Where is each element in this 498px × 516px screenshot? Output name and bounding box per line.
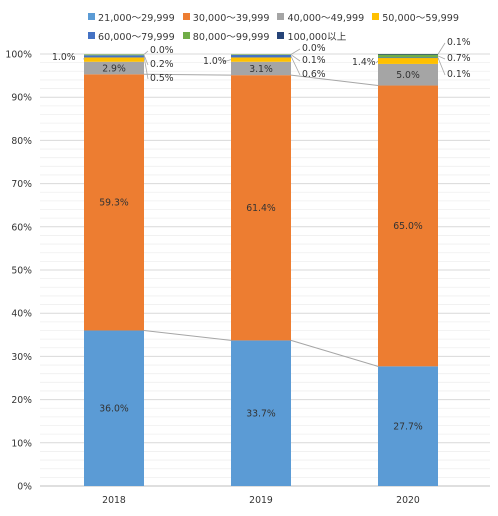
bar-segment xyxy=(84,55,144,58)
data-label: 36.0% xyxy=(99,404,129,415)
data-label: 0.2% xyxy=(150,59,174,70)
y-tick-label: 10% xyxy=(11,438,32,449)
bar-segment xyxy=(84,330,144,486)
legend-swatch xyxy=(88,32,95,39)
leader-line xyxy=(143,56,149,80)
x-tick-label: 2019 xyxy=(249,495,273,506)
bar-segment xyxy=(378,57,438,64)
series-line xyxy=(143,329,232,341)
leader-line xyxy=(143,54,149,66)
bar-segment xyxy=(231,75,291,341)
x-tick-label: 2018 xyxy=(102,495,126,506)
leader-line xyxy=(437,55,446,60)
legend-item-50000-59999: 50,000～59,999 xyxy=(372,10,459,24)
data-label: 0.6% xyxy=(302,69,326,80)
bar-segment xyxy=(378,57,438,59)
data-label: 0.7% xyxy=(447,53,471,64)
series-line xyxy=(143,73,232,76)
data-label: 5.0% xyxy=(396,70,420,81)
legend-swatch xyxy=(182,32,190,39)
data-label: 2.9% xyxy=(102,63,126,74)
legend-row-1: 21,000～29,999 30,000～39,999 40,000～49,99… xyxy=(88,7,468,26)
legend-swatch xyxy=(277,13,285,20)
y-tick-label: 0% xyxy=(17,482,32,493)
leader-line xyxy=(375,60,379,64)
y-tick-label: 50% xyxy=(11,266,32,277)
leader-line xyxy=(143,50,149,55)
bar-segment xyxy=(378,63,438,86)
legend-swatch xyxy=(277,32,285,39)
leader-line xyxy=(290,55,301,76)
data-label: 33.7% xyxy=(246,409,276,420)
bar-segment xyxy=(84,61,144,75)
legend-item-60000-79999: 60,000～79,999 xyxy=(88,29,175,43)
bar-segment xyxy=(84,57,144,62)
bar-segment xyxy=(378,54,438,55)
data-label: 61.4% xyxy=(246,203,276,214)
series-line xyxy=(290,74,379,87)
data-label: 0.1% xyxy=(302,55,326,66)
data-label: 0.0% xyxy=(302,43,326,54)
y-tick-label: 60% xyxy=(11,222,32,233)
data-label: 3.1% xyxy=(249,64,273,75)
bar-segment xyxy=(231,54,291,56)
bar-segment xyxy=(84,74,144,331)
bar-segment xyxy=(231,340,291,486)
y-tick-label: 40% xyxy=(11,309,32,320)
legend-item-30000-39999: 30,000～39,999 xyxy=(182,10,269,24)
y-tick-label: 20% xyxy=(11,395,32,406)
leader-line xyxy=(437,42,446,55)
y-tick-label: 30% xyxy=(11,352,32,363)
data-label: 1.4% xyxy=(352,57,376,68)
data-label: 27.7% xyxy=(393,421,423,432)
leader-line xyxy=(437,57,446,76)
legend-swatch xyxy=(372,13,380,20)
legend-item-100000-plus: 100,000以上 xyxy=(277,29,346,43)
bar-segment xyxy=(231,61,291,76)
data-label: 59.3% xyxy=(99,198,129,209)
legend-item-40000-49999: 40,000～49,999 xyxy=(277,10,364,24)
data-label: 0.5% xyxy=(150,73,174,84)
legend-row-2: 60,000～79,999 80,000～99,999 100,000以上 xyxy=(88,26,468,45)
data-label: 0.1% xyxy=(447,37,471,48)
data-label: 1.0% xyxy=(203,56,227,67)
legend-item-21000-29999: 21,000～29,999 xyxy=(88,10,175,24)
leader-line xyxy=(290,54,301,62)
y-tick-label: 100% xyxy=(5,50,32,61)
x-tick-label: 2020 xyxy=(396,495,420,506)
data-label: 1.0% xyxy=(52,52,76,63)
bar-segment xyxy=(378,85,438,367)
y-tick-label: 80% xyxy=(11,136,32,147)
bar-segment xyxy=(231,54,291,58)
bar-segment xyxy=(378,366,438,486)
legend-item-80000-99999: 80,000～99,999 xyxy=(182,29,269,43)
leader-line xyxy=(222,59,232,63)
series-line xyxy=(290,339,379,367)
y-tick-label: 90% xyxy=(11,93,32,104)
bar-segment xyxy=(84,54,144,56)
legend-swatch xyxy=(182,13,190,20)
legend: 21,000～29,999 30,000～39,999 40,000～49,99… xyxy=(88,7,468,45)
data-label: 65.0% xyxy=(393,221,423,232)
data-label: 0.0% xyxy=(150,45,174,56)
bar-segment xyxy=(378,54,438,58)
bar-segment xyxy=(231,57,291,62)
data-label: 0.1% xyxy=(447,69,471,80)
legend-swatch xyxy=(88,13,95,20)
leader-line xyxy=(290,48,301,55)
y-tick-label: 70% xyxy=(11,179,32,190)
